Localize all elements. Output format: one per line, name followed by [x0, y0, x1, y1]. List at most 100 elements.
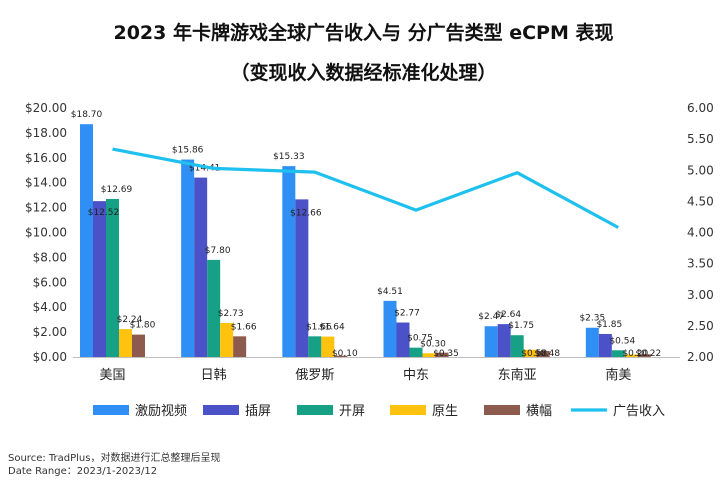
bar-data-label: $1.66	[306, 322, 332, 332]
bar	[321, 336, 335, 357]
bar	[585, 327, 599, 357]
bar	[409, 347, 423, 357]
y-right-tick-label: 2.50	[687, 319, 714, 333]
bar	[80, 124, 93, 357]
legend-label: 激励视频	[135, 404, 187, 419]
bar-data-label: $1.64	[319, 323, 345, 333]
bar	[220, 323, 234, 357]
bar-data-label: $0.30	[420, 339, 446, 349]
y-left-tick-label: $10.00	[25, 226, 67, 240]
bar	[233, 336, 247, 357]
bar-data-label: $0.54	[609, 336, 635, 346]
bar-data-label: $12.69	[101, 185, 133, 195]
x-tick-label: 美国	[99, 368, 125, 383]
y-left-tick-label: $18.00	[25, 126, 67, 140]
bar-data-label: $2.24	[117, 315, 143, 325]
line-series-ad-revenue	[112, 147, 620, 229]
bar-data-label: $12.66	[290, 208, 322, 218]
legend-swatch	[390, 405, 426, 415]
bar	[295, 199, 309, 357]
legend-swatch	[484, 405, 520, 415]
bar	[334, 355, 348, 357]
bar	[484, 326, 498, 357]
bar	[422, 353, 436, 357]
bar	[536, 351, 550, 357]
legend-label: 横幅	[526, 404, 552, 419]
bar	[611, 350, 625, 357]
y-right-tick-label: 5.00	[687, 163, 714, 177]
bar	[383, 300, 397, 357]
bar	[132, 334, 145, 357]
bar	[497, 324, 511, 357]
x-tick-label: 俄罗斯	[295, 368, 334, 383]
y-left-tick-label: $14.00	[25, 176, 67, 190]
bar	[93, 201, 106, 357]
bar-data-label: $0.22	[635, 349, 661, 359]
bar-data-label: $15.33	[273, 152, 305, 162]
bar	[510, 335, 524, 357]
bar	[523, 349, 537, 357]
bar-data-label: $4.51	[377, 287, 403, 297]
bar-data-label: $0.20	[622, 349, 648, 359]
bar-data-label: $15.86	[172, 146, 204, 156]
bar	[282, 166, 296, 357]
bar-data-label: $2.47	[478, 312, 504, 322]
bar-data-label: $1.66	[231, 322, 257, 332]
bar-data-label: $2.64	[495, 310, 521, 320]
bar	[181, 159, 195, 357]
legend-label: 开屏	[339, 404, 365, 419]
chart-subtitle: （变现收入数据经标准化处理）	[230, 62, 497, 84]
bar-data-label: $0.10	[332, 349, 358, 359]
x-tick-label: 东南亚	[498, 367, 537, 383]
y-left-tick-label: $8.00	[33, 250, 67, 264]
bar-data-label: $0.48	[534, 349, 560, 359]
legend-swatch	[93, 405, 129, 415]
x-tick-label: 中东	[403, 368, 429, 383]
y-right-tick-label: 4.00	[687, 226, 714, 240]
chart-svg: $0.00 $2.00 $4.00 $6.00 $8.00 $10.00 $12.00 $14…	[25, 101, 714, 419]
y-left-tick-label: $12.00	[25, 201, 67, 215]
bar-data-label: $0.35	[433, 349, 459, 359]
bar-data-label: $7.80	[205, 246, 231, 256]
bar-data-label: $1.80	[130, 321, 156, 331]
y-left-tick-label: $2.00	[33, 325, 67, 339]
bar-data-label: $12.52	[88, 208, 120, 218]
x-tick-label: 日韩	[201, 368, 227, 383]
bar-data-label: $1.85	[596, 320, 622, 330]
date-range-note: Date Range：2023/1-2023/12	[8, 466, 158, 477]
bar	[396, 322, 410, 357]
y-left-tick-label: $6.00	[33, 275, 67, 289]
y-right-tick-label: 3.50	[687, 257, 714, 271]
y-left-tick-label: $16.00	[25, 151, 67, 165]
bar	[106, 199, 119, 357]
y-right-tick-label: 6.00	[687, 101, 714, 115]
bar-data-label: $18.70	[71, 110, 103, 120]
bar-data-label: $0.75	[407, 334, 433, 344]
bar	[435, 352, 449, 357]
y-left-tick-label: $0.00	[33, 350, 67, 364]
bar	[119, 329, 132, 357]
bar-data-label: $14.41	[189, 164, 221, 174]
x-tick-label: 南美	[605, 367, 631, 383]
bar	[308, 336, 322, 357]
chart-title: 2023 年卡牌游戏全球广告收入与 分广告类型 eCPM 表现	[113, 22, 614, 44]
bar	[624, 354, 638, 357]
bar-data-label: $2.77	[394, 309, 420, 319]
bar	[598, 333, 612, 357]
source-note: Source: TradPlus，对数据进行汇总整理后呈现	[8, 453, 221, 464]
y-right-tick-label: 5.50	[687, 132, 714, 146]
y-left-tick-label: $20.00	[25, 101, 67, 115]
bar-data-label: $2.35	[579, 314, 605, 324]
y-right-tick-label: 4.50	[687, 194, 714, 208]
bar	[194, 177, 208, 357]
bar-data-label: $0.58	[521, 349, 547, 359]
legend-swatch	[203, 405, 239, 415]
y-right-tick-label: 3.00	[687, 288, 714, 302]
bar-data-label: $2.73	[218, 309, 244, 319]
bar-data-label: $1.75	[508, 321, 534, 331]
legend-label: 插屏	[245, 404, 271, 419]
bar	[207, 259, 221, 357]
y-left-tick-label: $4.00	[33, 300, 67, 314]
y-right-tick-label: 2.00	[687, 350, 714, 364]
bar	[637, 354, 651, 357]
